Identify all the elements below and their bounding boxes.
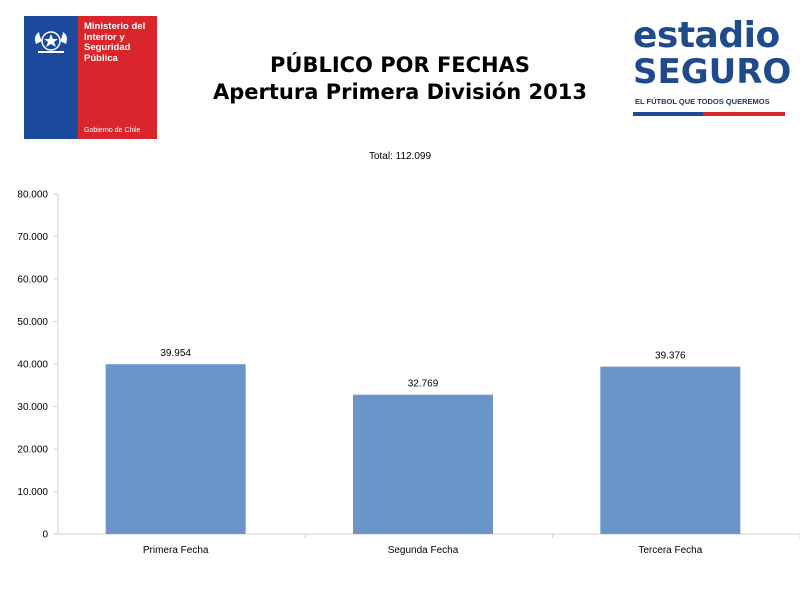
y-tick-label: 70.000 bbox=[17, 232, 48, 243]
chart-title: PÚBLICO POR FECHAS Apertura Primera Divi… bbox=[150, 52, 650, 106]
gobierno-logo: Ministerio del Interior y Seguridad Públ… bbox=[24, 16, 157, 139]
title-line-1: PÚBLICO POR FECHAS bbox=[270, 53, 530, 77]
total-label: Total: 112.099 bbox=[368, 151, 432, 162]
bar bbox=[105, 364, 246, 534]
x-category-label: Segunda Fecha bbox=[388, 545, 459, 556]
y-tick-label: 80.000 bbox=[17, 190, 48, 201]
y-tick-label: 60.000 bbox=[17, 275, 48, 286]
title-line-2: Apertura Primera División 2013 bbox=[213, 80, 587, 104]
y-tick-label: 30.000 bbox=[17, 402, 48, 413]
y-tick-label: 0 bbox=[42, 530, 48, 541]
brand-underline-red bbox=[703, 112, 785, 116]
coat-of-arms-icon bbox=[35, 31, 67, 53]
y-tick-label: 50.000 bbox=[17, 317, 48, 328]
estadio-seguro-logo: estadio SEGURO EL FÚTBOL QUE TODOS QUERE… bbox=[633, 15, 791, 120]
ministry-name: Ministerio del Interior y Seguridad Públ… bbox=[84, 21, 146, 64]
x-category-label: Tercera Fecha bbox=[638, 545, 702, 556]
y-tick-label: 10.000 bbox=[17, 487, 48, 498]
brand-slogan: EL FÚTBOL QUE TODOS QUEREMOS bbox=[635, 97, 770, 106]
y-tick-label: 40.000 bbox=[17, 360, 48, 371]
logo-blue-panel bbox=[24, 16, 78, 139]
brand-word-2: SEGURO bbox=[633, 52, 792, 92]
bar bbox=[600, 366, 741, 534]
bar-value-label: 39.954 bbox=[160, 348, 191, 359]
logo-red-panel: Ministerio del Interior y Seguridad Públ… bbox=[78, 16, 157, 139]
bar-value-label: 32.769 bbox=[408, 379, 439, 390]
bar bbox=[353, 394, 493, 534]
x-category-label: Primera Fecha bbox=[143, 545, 209, 556]
brand-underline-blue bbox=[633, 112, 703, 116]
y-tick-label: 20.000 bbox=[17, 445, 48, 456]
government-name: Gobierno de Chile bbox=[84, 127, 141, 134]
bar-chart: 0 10.000 20.000 30.000 40.000 50.000 60.000 70.… bbox=[17, 190, 800, 556]
brand-word-1: estadio bbox=[633, 15, 780, 56]
bar-value-label: 39.376 bbox=[655, 351, 686, 362]
